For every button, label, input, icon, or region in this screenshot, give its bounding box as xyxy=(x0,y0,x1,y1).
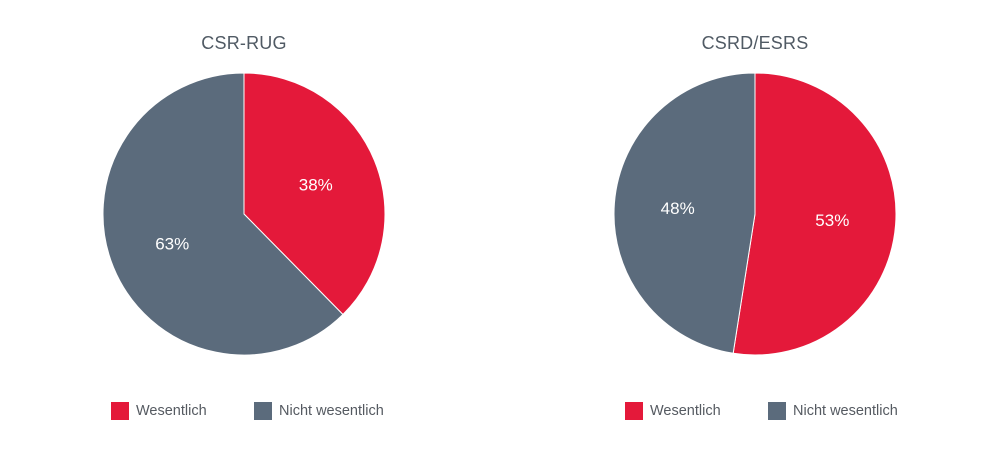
legend-item-nicht-wesentlich: Nicht wesentlich xyxy=(768,400,898,422)
pie-chart-csrd-esrs: CSRD/ESRS 53% 48% Wesentlich Nicht wesent… xyxy=(555,0,955,475)
legend-label-nicht-wesentlich: Nicht wesentlich xyxy=(793,403,898,419)
chart-title: CSR-RUG xyxy=(201,33,287,53)
slice-label-nicht-wesentlich: 48% xyxy=(661,199,695,218)
legend-label-wesentlich: Wesentlich xyxy=(650,403,721,419)
legend-swatch-wesentlich xyxy=(111,402,129,420)
pie-slice-nicht-wesentlich xyxy=(613,72,756,354)
legend-swatch-nicht-wesentlich xyxy=(768,402,786,420)
legend: Wesentlich Nicht wesentlich xyxy=(44,400,444,422)
legend-label-nicht-wesentlich: Nicht wesentlich xyxy=(279,403,384,419)
pie-plot: 38% 63% xyxy=(102,72,386,356)
legend-label-wesentlich: Wesentlich xyxy=(136,403,207,419)
legend: Wesentlich Nicht wesentlich xyxy=(555,400,955,422)
pie-slice-wesentlich xyxy=(243,72,386,316)
slice-label-nicht-wesentlich: 63% xyxy=(155,234,189,253)
chart-title: CSRD/ESRS xyxy=(701,33,809,53)
legend-item-nicht-wesentlich: Nicht wesentlich xyxy=(254,400,384,422)
pie-chart-csr-rug: CSR-RUG 38% 63% Wesentlich Nicht wesentli… xyxy=(44,0,444,475)
pie-slice-wesentlich xyxy=(732,72,897,356)
pie-slice-nicht-wesentlich xyxy=(102,72,344,356)
legend-item-wesentlich: Wesentlich xyxy=(111,400,207,422)
legend-swatch-wesentlich xyxy=(625,402,643,420)
slice-label-wesentlich: 53% xyxy=(815,211,849,230)
legend-swatch-nicht-wesentlich xyxy=(254,402,272,420)
pie-plot: 53% 48% xyxy=(613,72,897,356)
legend-item-wesentlich: Wesentlich xyxy=(625,400,721,422)
slice-label-wesentlich: 38% xyxy=(299,176,333,195)
